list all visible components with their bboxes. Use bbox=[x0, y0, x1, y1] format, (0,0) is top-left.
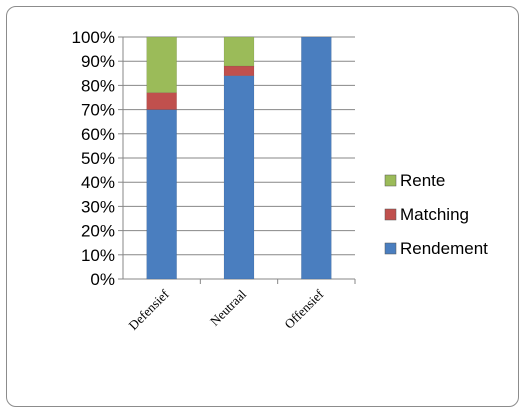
bar-segment-rendement bbox=[223, 75, 255, 280]
legend-swatch-rendement bbox=[384, 242, 397, 255]
y-tick-label: 60% bbox=[81, 125, 115, 144]
legend-swatch-matching bbox=[384, 208, 397, 221]
y-tick-label: 30% bbox=[81, 197, 115, 216]
legend-swatch-rente bbox=[384, 174, 397, 187]
y-tick-label: 90% bbox=[81, 52, 115, 71]
y-tick-label: 70% bbox=[81, 101, 115, 120]
x-category-label: Defensief bbox=[125, 286, 172, 333]
bar-segment-rendement bbox=[301, 36, 332, 280]
y-tick-label: 10% bbox=[81, 246, 115, 265]
legend-label-rente: Rente bbox=[400, 171, 445, 190]
y-tick-label: 0% bbox=[90, 270, 115, 289]
x-category-label: Neutraal bbox=[207, 286, 250, 329]
y-tick-label: 50% bbox=[81, 149, 115, 168]
y-tick-label: 80% bbox=[81, 76, 115, 95]
legend-label-matching: Matching bbox=[400, 205, 469, 224]
bar-segment-matching bbox=[146, 92, 177, 110]
bar-segment-rente bbox=[223, 36, 255, 67]
legend-label-rendement: Rendement bbox=[400, 239, 488, 258]
x-category-label: Offensief bbox=[281, 286, 327, 332]
bar-segment-matching bbox=[223, 65, 255, 76]
y-tick-label: 100% bbox=[72, 28, 115, 47]
y-tick-label: 40% bbox=[81, 173, 115, 192]
bar-segment-rendement bbox=[146, 109, 177, 280]
y-tick-label: 20% bbox=[81, 222, 115, 241]
bar-segment-rente bbox=[146, 36, 177, 93]
